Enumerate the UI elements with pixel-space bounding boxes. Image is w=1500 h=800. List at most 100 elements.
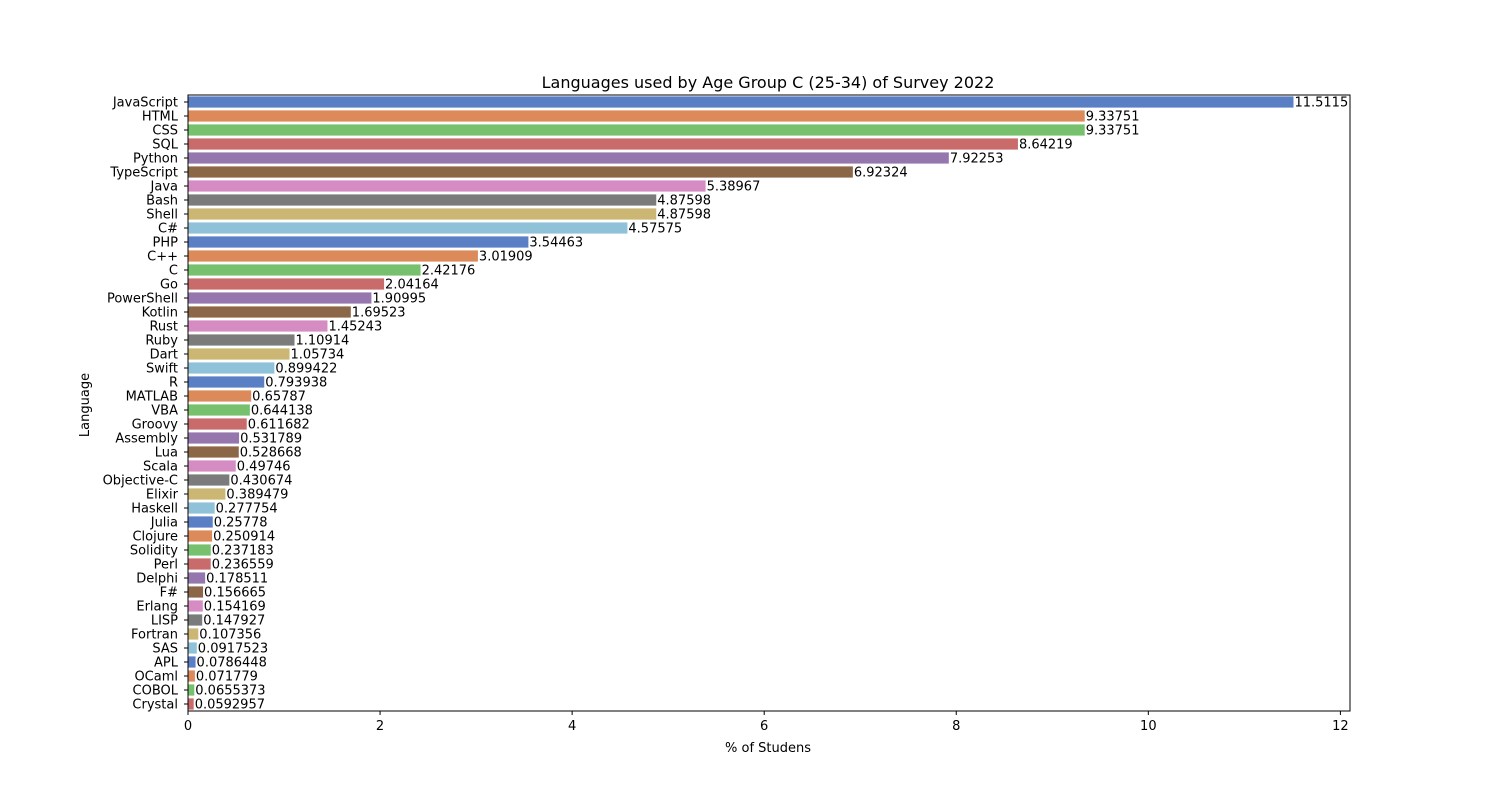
category-label: Haskell xyxy=(131,502,178,517)
bar-dart xyxy=(188,348,290,360)
bar-ruby xyxy=(188,334,295,346)
bar-value-label: 9.33751 xyxy=(1086,124,1140,139)
category-labels: JavaScriptHTMLCSSSQLPythonTypeScriptJava… xyxy=(103,96,188,713)
category-label: Lua xyxy=(155,446,178,461)
bar-c- xyxy=(188,222,628,234)
bar-value-label: 3.01909 xyxy=(479,250,533,265)
category-label: Elixir xyxy=(146,488,179,503)
bars-group xyxy=(188,96,1294,710)
category-label: Solidity xyxy=(130,544,178,559)
bar-fortran xyxy=(188,628,199,640)
category-label: JavaScript xyxy=(112,96,178,111)
bar-matlab xyxy=(188,390,252,402)
bar-swift xyxy=(188,362,275,374)
category-label: Go xyxy=(160,278,178,293)
category-label: Delphi xyxy=(136,572,178,587)
bar-value-label: 0.644138 xyxy=(251,404,313,419)
bar-value-label: 5.38967 xyxy=(707,180,761,195)
bar-c- xyxy=(188,250,478,262)
bar-cobol xyxy=(188,684,195,696)
bar-value-label: 1.10914 xyxy=(296,334,350,349)
bar-value-label: 7.92253 xyxy=(950,152,1004,167)
category-label: Julia xyxy=(150,516,178,531)
category-label: C++ xyxy=(147,250,178,265)
category-label: Kotlin xyxy=(142,306,178,321)
x-tick-label: 10 xyxy=(1140,719,1157,734)
bar-value-label: 0.25778 xyxy=(214,516,268,531)
bar-clojure xyxy=(188,530,213,542)
bar-value-label: 9.33751 xyxy=(1086,110,1140,125)
bar-value-label: 1.69523 xyxy=(352,306,406,321)
bar-lisp xyxy=(188,614,203,626)
bar-crystal xyxy=(188,698,194,710)
x-tick-label: 0 xyxy=(184,719,192,734)
bar-python xyxy=(188,152,949,164)
bar-value-label: 0.0592957 xyxy=(195,698,265,713)
category-label: SAS xyxy=(152,642,178,657)
bar-apl xyxy=(188,656,196,668)
bar-c xyxy=(188,264,421,276)
bar-go xyxy=(188,278,385,290)
bar-value-label: 0.65787 xyxy=(252,390,306,405)
bar-value-label: 0.0655373 xyxy=(195,684,265,699)
bar-bash xyxy=(188,194,657,206)
category-label: Rust xyxy=(149,320,178,335)
bar-value-label: 0.793938 xyxy=(265,376,327,391)
bar-value-label: 0.0917523 xyxy=(198,642,268,657)
category-label: Groovy xyxy=(132,418,179,433)
bar-shell xyxy=(188,208,657,220)
bar-value-label: 0.430674 xyxy=(230,474,292,489)
category-label: MATLAB xyxy=(126,390,178,405)
bar-erlang xyxy=(188,600,203,612)
category-label: Swift xyxy=(146,362,178,377)
bar-value-label: 3.54463 xyxy=(529,236,583,251)
bar-value-label: 1.05734 xyxy=(291,348,345,363)
bar-java xyxy=(188,180,706,192)
category-label: F# xyxy=(160,586,178,601)
bar-value-label: 0.156665 xyxy=(204,586,266,601)
bar-powershell xyxy=(188,292,372,304)
bar-delphi xyxy=(188,572,206,584)
bar-value-label: 0.0786448 xyxy=(197,656,267,671)
x-axis-label: % of Studens xyxy=(725,741,811,756)
x-tick-label: 2 xyxy=(376,719,384,734)
category-label: COBOL xyxy=(133,684,179,699)
bar-scala xyxy=(188,460,236,472)
plot-frame xyxy=(187,94,1351,712)
bar-elixir xyxy=(188,488,226,500)
bar-value-label: 4.87598 xyxy=(657,208,711,223)
category-label: CSS xyxy=(152,124,178,139)
bar-value-label: 0.107356 xyxy=(199,628,261,643)
x-tick-label: 4 xyxy=(568,719,576,734)
bar-value-label: 0.250914 xyxy=(213,530,275,545)
bar-typescript xyxy=(188,166,853,178)
category-label: Erlang xyxy=(136,600,178,615)
category-label: Ruby xyxy=(145,334,178,349)
bar-value-label: 0.178511 xyxy=(206,572,268,587)
bar-r xyxy=(188,376,265,388)
bar-value-label: 2.42176 xyxy=(422,264,476,279)
bar-value-label: 1.45243 xyxy=(328,320,382,335)
category-label: Assembly xyxy=(115,432,178,447)
bar-value-label: 6.92324 xyxy=(854,166,908,181)
bar-sas xyxy=(188,642,197,654)
bar-php xyxy=(188,236,529,248)
bar-groovy xyxy=(188,418,247,430)
bar-f- xyxy=(188,586,204,598)
x-tick-label: 6 xyxy=(760,719,768,734)
bar-value-label: 0.147927 xyxy=(203,614,265,629)
category-label: VBA xyxy=(151,404,178,419)
bar-value-label: 0.277754 xyxy=(216,502,278,517)
category-label: Fortran xyxy=(131,628,178,643)
bar-value-label: 1.90995 xyxy=(372,292,426,307)
category-label: TypeScript xyxy=(109,166,178,181)
category-label: APL xyxy=(154,656,179,671)
category-label: PowerShell xyxy=(107,292,178,307)
bar-value-label: 0.237183 xyxy=(212,544,274,559)
bar-css xyxy=(188,124,1085,136)
bar-javascript xyxy=(188,96,1294,108)
bar-ocaml xyxy=(188,670,195,682)
